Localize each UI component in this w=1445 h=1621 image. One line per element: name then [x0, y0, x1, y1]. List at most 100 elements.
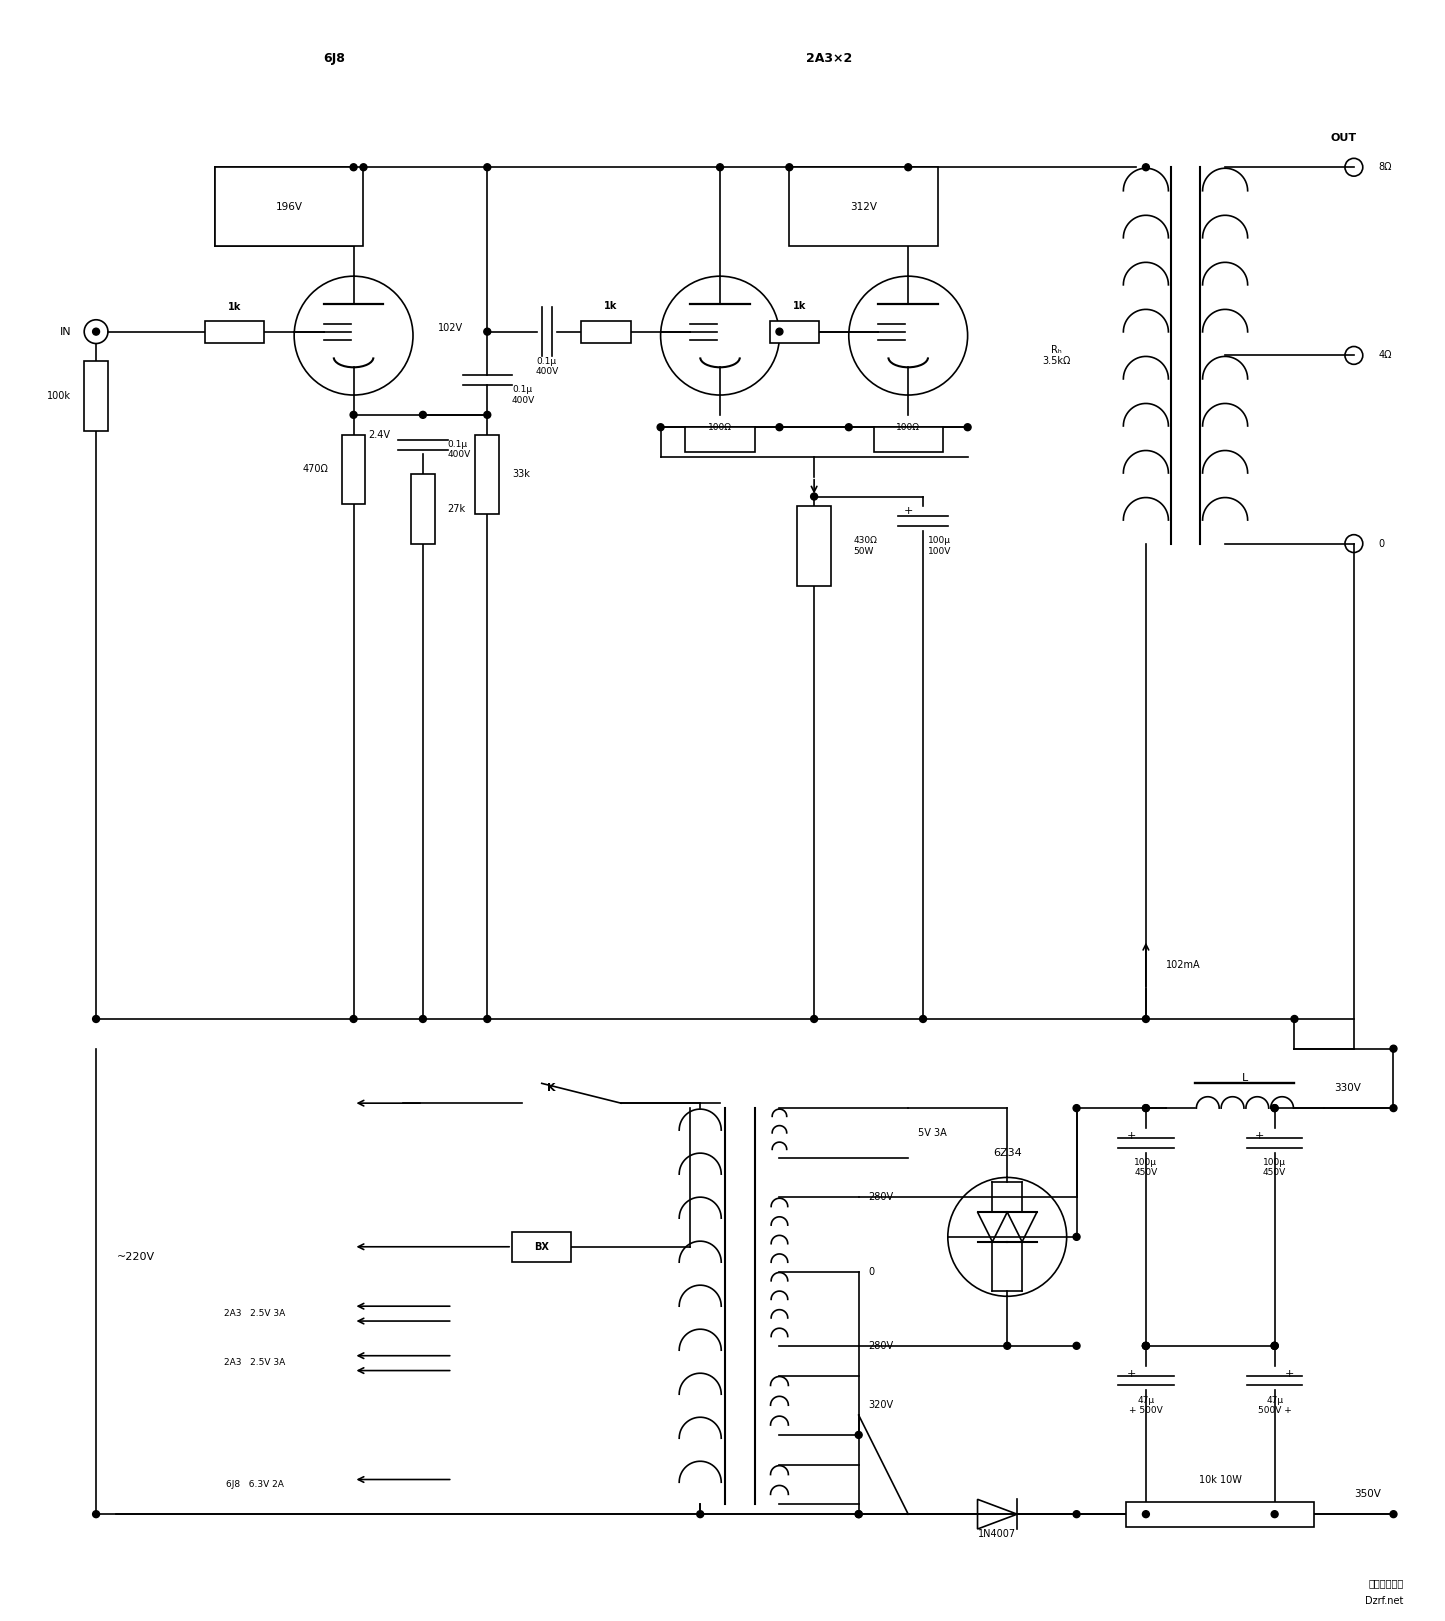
Text: +: + [903, 506, 913, 517]
Text: 2.4V: 2.4V [368, 430, 390, 439]
Bar [685, 428, 754, 452]
Circle shape [1390, 1046, 1397, 1052]
Circle shape [350, 164, 357, 170]
Text: Rₕ
3.5kΩ: Rₕ 3.5kΩ [1043, 345, 1071, 366]
Text: 8Ω: 8Ω [1379, 162, 1392, 172]
Text: 280V: 280V [868, 1193, 893, 1203]
Bar [1126, 1501, 1315, 1527]
Circle shape [1143, 1104, 1149, 1112]
Circle shape [1390, 1104, 1397, 1112]
Text: 47μ
500V +: 47μ 500V + [1257, 1396, 1292, 1415]
Circle shape [786, 164, 793, 170]
Bar [475, 434, 499, 514]
Text: 320V: 320V [868, 1401, 893, 1410]
Circle shape [419, 1015, 426, 1023]
Circle shape [919, 1015, 926, 1023]
Circle shape [484, 1015, 491, 1023]
Circle shape [811, 1015, 818, 1023]
Text: 6J8   6.3V 2A: 6J8 6.3V 2A [225, 1480, 283, 1490]
Text: 470Ω: 470Ω [303, 464, 329, 475]
Text: 4Ω: 4Ω [1379, 350, 1392, 360]
Circle shape [845, 423, 853, 431]
Text: 0.1μ
400V: 0.1μ 400V [512, 386, 535, 405]
Circle shape [1074, 1234, 1079, 1240]
Text: 350V: 350V [1354, 1490, 1381, 1499]
Text: 100μ
100V: 100μ 100V [928, 537, 951, 556]
Text: 27k: 27k [448, 504, 465, 514]
Circle shape [1272, 1342, 1279, 1349]
Circle shape [1074, 1511, 1079, 1517]
Text: 0: 0 [868, 1266, 874, 1276]
Bar [205, 321, 264, 342]
Text: 430Ω
50W: 430Ω 50W [854, 537, 877, 556]
Circle shape [350, 1015, 357, 1023]
Circle shape [717, 164, 724, 170]
Text: 2A3   2.5V 3A: 2A3 2.5V 3A [224, 1358, 285, 1367]
Text: IN: IN [59, 327, 71, 337]
Circle shape [1272, 1342, 1279, 1349]
Text: BX: BX [535, 1242, 549, 1251]
Circle shape [696, 1511, 704, 1517]
Text: 1k: 1k [604, 302, 618, 311]
Text: 0.1μ
400V: 0.1μ 400V [448, 439, 471, 459]
Circle shape [484, 164, 491, 170]
Text: 10k 10W: 10k 10W [1199, 1475, 1241, 1485]
Circle shape [1272, 1511, 1279, 1517]
Bar [84, 361, 108, 431]
Text: 6J8: 6J8 [322, 52, 345, 65]
Circle shape [1290, 1015, 1298, 1023]
Text: 330V: 330V [1334, 1083, 1361, 1093]
Circle shape [855, 1511, 863, 1517]
Bar [512, 1232, 571, 1261]
Circle shape [1074, 1104, 1079, 1112]
Circle shape [1390, 1511, 1397, 1517]
Text: 5V 3A: 5V 3A [918, 1128, 946, 1138]
Bar [341, 434, 366, 504]
Text: 33k: 33k [512, 468, 530, 480]
Circle shape [1143, 1015, 1149, 1023]
Circle shape [419, 412, 426, 418]
Bar [874, 428, 942, 452]
Bar [410, 475, 435, 543]
Circle shape [776, 423, 783, 431]
Bar [581, 321, 631, 342]
Circle shape [350, 412, 357, 418]
Circle shape [484, 412, 491, 418]
Bar [789, 167, 938, 246]
Text: 100μ
450V: 100μ 450V [1134, 1157, 1157, 1177]
Text: L: L [1241, 1073, 1248, 1083]
Text: +: + [1256, 1131, 1264, 1141]
Text: 47μ
+ 500V: 47μ + 500V [1129, 1396, 1163, 1415]
Circle shape [360, 164, 367, 170]
Bar [770, 321, 819, 342]
Circle shape [484, 327, 491, 336]
Circle shape [92, 1511, 100, 1517]
Circle shape [776, 327, 783, 336]
Text: 1k: 1k [792, 302, 806, 311]
Circle shape [1143, 1511, 1149, 1517]
Text: 1k: 1k [228, 302, 241, 311]
Text: 0: 0 [1379, 538, 1384, 548]
Circle shape [1004, 1342, 1010, 1349]
Circle shape [1143, 164, 1149, 170]
Circle shape [1074, 1342, 1079, 1349]
Text: 280V: 280V [868, 1341, 893, 1350]
Text: OUT: OUT [1331, 133, 1357, 143]
Text: 电子开发社区: 电子开发社区 [1368, 1579, 1403, 1589]
Text: +: + [1285, 1368, 1295, 1378]
Text: 100Ω: 100Ω [896, 423, 920, 431]
Text: Dzrf.net: Dzrf.net [1366, 1597, 1403, 1606]
Text: +: + [1126, 1131, 1136, 1141]
Text: 312V: 312V [850, 203, 877, 212]
Text: 100k: 100k [48, 391, 71, 400]
Circle shape [1272, 1104, 1279, 1112]
Circle shape [92, 1015, 100, 1023]
Text: 100μ
450V: 100μ 450V [1263, 1157, 1286, 1177]
Circle shape [657, 423, 665, 431]
Text: 2A3×2: 2A3×2 [806, 52, 853, 65]
Circle shape [855, 1511, 863, 1517]
Circle shape [855, 1431, 863, 1438]
Text: 102mA: 102mA [1166, 960, 1201, 969]
Circle shape [1143, 1342, 1149, 1349]
Circle shape [964, 423, 971, 431]
